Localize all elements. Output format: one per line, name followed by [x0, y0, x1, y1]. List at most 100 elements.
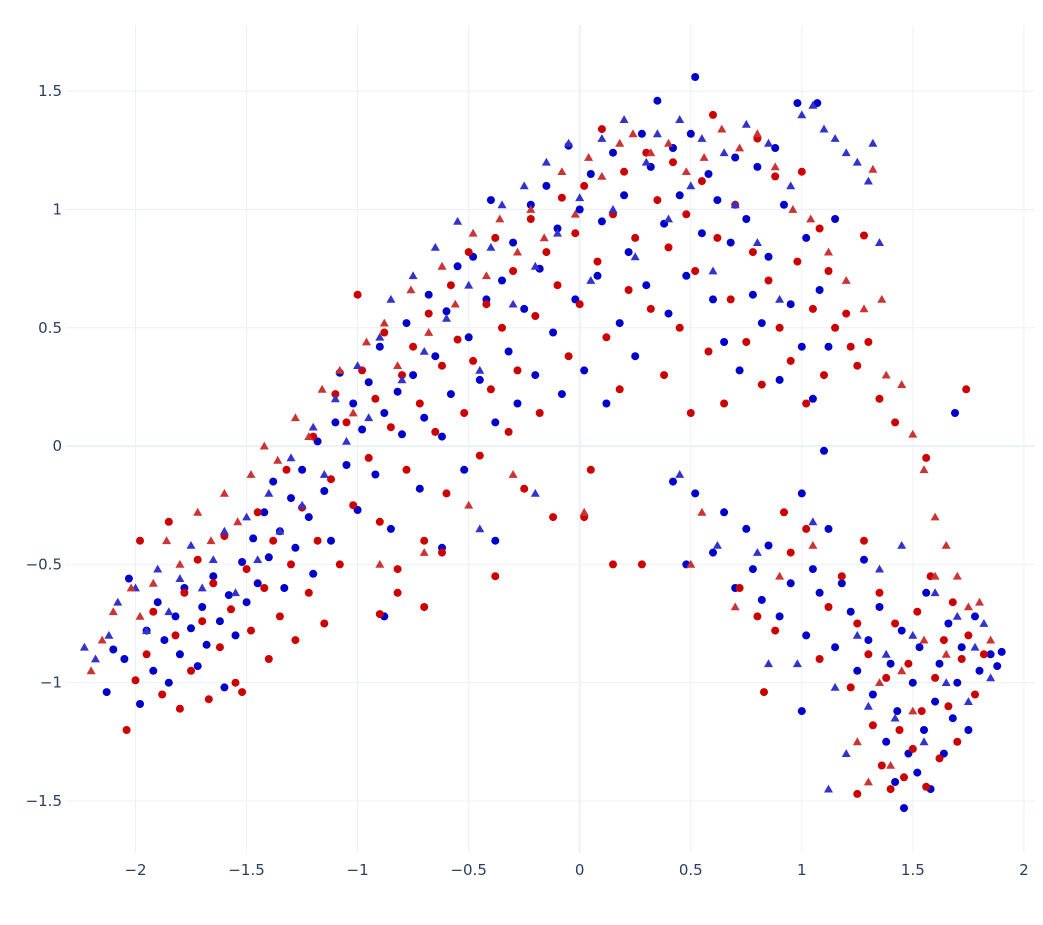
data-point — [922, 782, 931, 791]
data-point — [760, 688, 768, 697]
data-point — [269, 536, 278, 545]
data-point — [597, 125, 606, 134]
data-point — [402, 319, 411, 328]
data-point — [375, 332, 385, 341]
data-point — [875, 678, 884, 686]
data-point — [824, 603, 833, 611]
data-point — [249, 534, 258, 543]
data-point — [808, 541, 818, 549]
data-point — [963, 602, 973, 611]
data-point — [775, 375, 784, 384]
data-point — [535, 409, 544, 417]
data-point — [897, 666, 907, 675]
data-point — [957, 655, 966, 663]
data-point — [764, 252, 773, 261]
data-point — [786, 548, 795, 557]
data-point — [335, 560, 344, 569]
data-point — [808, 100, 818, 109]
data-point — [815, 588, 824, 597]
data-point — [697, 507, 707, 516]
data-point — [175, 574, 185, 582]
data-point — [409, 342, 418, 351]
data-point — [757, 319, 766, 328]
data-point — [837, 572, 846, 581]
data-point — [815, 655, 824, 663]
data-point — [142, 650, 151, 659]
data-point — [430, 242, 440, 251]
x-tick-label: 2 — [1019, 861, 1029, 879]
data-point — [164, 607, 174, 616]
data-point — [813, 99, 822, 108]
data-point — [313, 536, 322, 545]
data-point — [209, 572, 218, 581]
data-point — [519, 181, 529, 190]
data-point — [882, 737, 891, 746]
data-point — [908, 706, 918, 715]
data-point — [238, 688, 247, 697]
data-point — [575, 193, 585, 202]
data-point — [797, 110, 807, 119]
data-point — [593, 271, 602, 280]
data-point — [697, 229, 706, 238]
data-point — [975, 666, 984, 675]
data-point — [153, 564, 163, 573]
data-point — [162, 536, 172, 545]
data-point — [915, 643, 924, 652]
data-point — [864, 338, 873, 346]
data-point — [136, 700, 144, 708]
data-point — [327, 475, 335, 484]
data-point — [786, 579, 795, 588]
data-point — [877, 761, 886, 770]
data-point — [91, 654, 100, 663]
data-point — [846, 342, 855, 351]
data-point — [180, 588, 189, 597]
data-point — [748, 248, 757, 257]
data-point — [757, 380, 766, 389]
data-point — [931, 673, 940, 682]
data-point — [482, 300, 491, 309]
data-point — [539, 233, 549, 242]
data-point — [686, 129, 695, 138]
data-point — [453, 216, 463, 225]
y-tick-label: 0 — [52, 437, 62, 455]
data-point — [953, 737, 962, 746]
data-point — [253, 508, 262, 517]
data-point — [631, 233, 640, 242]
data-point — [853, 666, 862, 675]
data-point — [175, 559, 185, 568]
data-point — [788, 205, 798, 213]
data-point — [709, 110, 717, 119]
data-point — [290, 413, 300, 422]
data-point — [891, 619, 900, 628]
data-point — [953, 678, 962, 687]
data-point — [831, 215, 840, 223]
data-point — [775, 571, 785, 580]
data-point — [491, 536, 500, 545]
data-point — [530, 488, 540, 497]
data-point — [475, 451, 484, 460]
data-point — [860, 231, 868, 240]
data-point — [986, 635, 996, 644]
data-point — [231, 678, 240, 687]
data-point — [704, 347, 713, 356]
data-point — [291, 636, 300, 645]
data-point — [142, 626, 152, 634]
data-point — [646, 304, 655, 313]
data-point — [770, 162, 780, 171]
data-point — [486, 385, 495, 394]
data-point — [764, 138, 773, 147]
x-tick-label: −2 — [124, 861, 146, 879]
data-point — [158, 690, 167, 699]
data-point — [941, 541, 951, 549]
data-point — [231, 631, 240, 640]
y-tick-label: −1.5 — [26, 792, 62, 810]
data-point — [575, 300, 584, 309]
data-point — [886, 761, 896, 769]
data-point — [193, 507, 203, 516]
data-point — [652, 129, 662, 138]
data-point — [291, 543, 300, 552]
data-point — [641, 157, 651, 166]
data-point — [553, 224, 562, 233]
data-point — [948, 598, 957, 607]
